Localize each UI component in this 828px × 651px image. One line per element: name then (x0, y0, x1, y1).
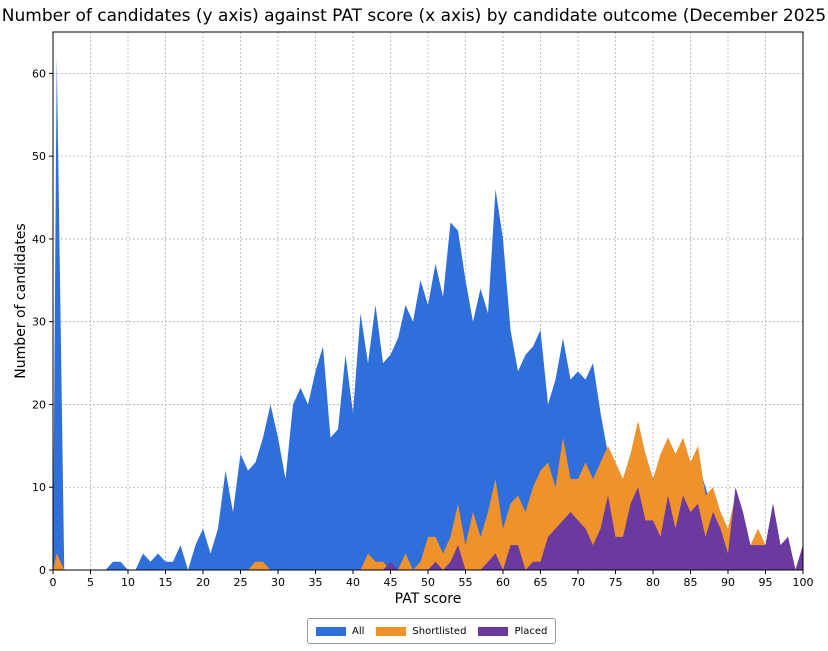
x-tick-label: 60 (496, 576, 510, 589)
legend-label-shortlisted: Shortlisted (412, 625, 467, 637)
y-tick-label: 0 (39, 564, 46, 577)
x-tick-label: 50 (421, 576, 435, 589)
y-axis-label: Number of candidates (13, 223, 29, 378)
y-tick-label: 60 (32, 67, 46, 80)
chart-title: Number of candidates (y axis) against PA… (1, 6, 827, 26)
x-tick-label: 25 (234, 576, 248, 589)
x-tick-label: 40 (346, 576, 360, 589)
legend-item-all: All (316, 626, 364, 637)
x-tick-label: 80 (646, 576, 660, 589)
area-all (53, 56, 803, 570)
y-tick-label: 10 (32, 481, 46, 494)
x-tick-label: 65 (534, 576, 548, 589)
x-axis-label: PAT score (395, 591, 462, 607)
legend-swatch-all (316, 626, 346, 636)
legend-item-shortlisted: Shortlisted (376, 626, 466, 637)
x-tick-label: 75 (609, 576, 623, 589)
legend-swatch-shortlisted (376, 626, 407, 636)
x-tick-label: 15 (159, 576, 173, 589)
legend-item-placed: Placed (478, 626, 547, 637)
x-tick-label: 100 (793, 576, 814, 589)
area-shortlisted (53, 421, 803, 570)
y-tick-label: 40 (32, 233, 46, 246)
x-tick-label: 85 (684, 576, 698, 589)
x-tick-label: 30 (271, 576, 285, 589)
y-tick-label: 50 (32, 150, 46, 163)
area-series (53, 56, 803, 570)
legend: All Shortlisted Placed (307, 618, 557, 644)
x-tick-label: 10 (121, 576, 135, 589)
x-tick-label: 45 (384, 576, 398, 589)
area-placed (53, 487, 803, 570)
legend-label-placed: Placed (514, 625, 548, 637)
x-tick-label: 55 (459, 576, 473, 589)
x-tick-label: 35 (309, 576, 323, 589)
y-tick-label: 20 (32, 398, 46, 411)
x-tick-label: 20 (196, 576, 210, 589)
y-tick-label: 30 (32, 316, 46, 329)
axis-ticks: 0 5 10 15 20 25 30 35 40 45 50 55 60 65 70 75 80 85 90 95 10… (32, 67, 814, 589)
x-tick-label: 95 (759, 576, 773, 589)
legend-label-all: All (352, 625, 365, 637)
legend-swatch-placed (478, 626, 509, 636)
x-tick-label: 5 (87, 576, 94, 589)
x-tick-label: 90 (721, 576, 735, 589)
x-tick-label: 0 (50, 576, 57, 589)
x-tick-label: 70 (571, 576, 585, 589)
